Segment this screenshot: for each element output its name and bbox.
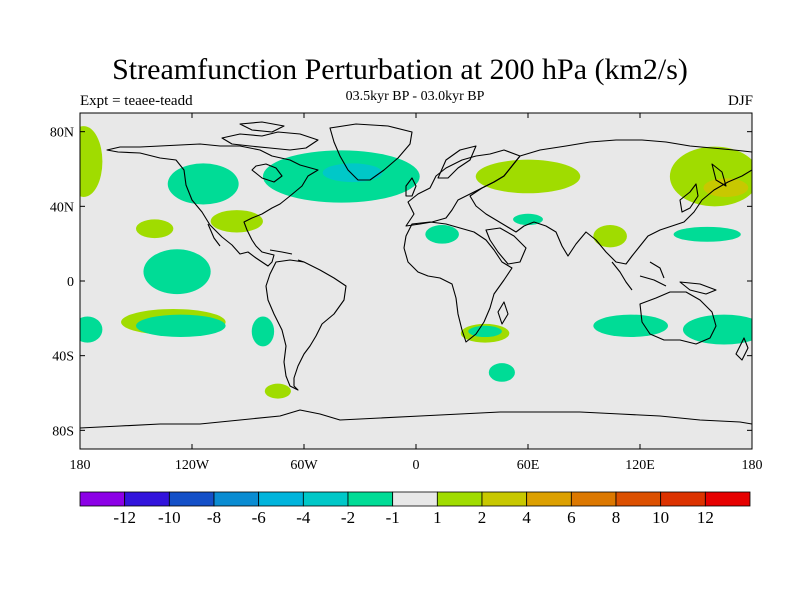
coastline-greenland bbox=[329, 123, 413, 181]
colorbar-label-2: -8 bbox=[207, 508, 221, 527]
coastline-hudson-bay bbox=[251, 163, 283, 183]
contour-region-13 bbox=[143, 249, 211, 295]
coastline-antarctica bbox=[80, 409, 752, 429]
contour-region-11 bbox=[703, 178, 749, 198]
colorbar-box-4 bbox=[258, 491, 304, 507]
map-title: Streamfunction Perturbation at 200 hPa (… bbox=[112, 53, 688, 86]
colorbar-label-7: 1 bbox=[433, 508, 442, 527]
y-tick-label-0: 80N bbox=[50, 126, 74, 141]
coastline-south-america bbox=[265, 259, 347, 391]
colorbar-box-3 bbox=[213, 491, 260, 507]
x-tick-label-3: 0 bbox=[413, 458, 420, 473]
coastline-new-guinea bbox=[679, 281, 717, 295]
coastline-north-america bbox=[106, 143, 319, 267]
colorbar-box-0 bbox=[79, 491, 126, 507]
colorbar-label-10: 6 bbox=[567, 508, 576, 527]
coastline-japan bbox=[679, 183, 699, 213]
axis-ticks: 180 120W 60W 0 60E 120E 180 80N 40N 0 40S 80S bbox=[50, 113, 763, 473]
colorbar-box-8 bbox=[436, 491, 483, 507]
colorbar-box-2 bbox=[168, 491, 215, 507]
coastline-new-zealand bbox=[735, 337, 749, 361]
coastline-australia bbox=[639, 291, 717, 345]
colorbar: -12 -10 -8 -6 -4 -2 -1 1 2 4 6 8 10 12 bbox=[79, 491, 751, 527]
contour-region-0 bbox=[80, 126, 103, 197]
y-tick-label-3: 40S bbox=[52, 350, 74, 365]
colorbar-label-6: -1 bbox=[386, 508, 400, 527]
x-tick-label-1: 120W bbox=[175, 458, 210, 473]
coastline-southeast-asia bbox=[611, 261, 667, 291]
experiment-label: Expt = teaee-teadd bbox=[80, 93, 193, 109]
contour-region-17 bbox=[251, 316, 275, 347]
x-tick-label-0: 180 bbox=[70, 458, 91, 473]
colorbar-box-9 bbox=[481, 491, 528, 507]
colorbar-label-4: -4 bbox=[296, 508, 311, 527]
colorbar-box-6 bbox=[347, 491, 394, 507]
x-tick-label-5: 120E bbox=[625, 458, 655, 473]
contour-region-9 bbox=[593, 225, 627, 248]
contour-region-21 bbox=[488, 363, 515, 382]
coastline-baja bbox=[207, 223, 221, 247]
contour-region-23 bbox=[682, 314, 752, 345]
contour-region-2 bbox=[210, 210, 263, 233]
coastline-uk bbox=[405, 177, 417, 197]
coastline-arabia bbox=[485, 227, 527, 265]
contour-region-20 bbox=[468, 325, 502, 337]
coastline-arctic-islands bbox=[221, 121, 319, 151]
contour-region-3 bbox=[136, 219, 174, 239]
coastline-madagascar bbox=[497, 301, 509, 325]
season-label: DJF bbox=[727, 93, 753, 109]
coastline-africa bbox=[403, 221, 513, 343]
colorbar-label-0: -12 bbox=[113, 508, 136, 527]
contour-region-8 bbox=[425, 225, 459, 244]
x-tick-label-4: 60E bbox=[517, 458, 540, 473]
colorbar-box-5 bbox=[302, 491, 349, 507]
x-tick-label-2: 60W bbox=[290, 458, 318, 473]
contour-region-18 bbox=[264, 383, 291, 399]
colorbar-label-13: 12 bbox=[697, 508, 714, 527]
colorbar-box-10 bbox=[526, 491, 572, 507]
colorbar-label-9: 4 bbox=[522, 508, 531, 527]
contour-region-16 bbox=[80, 316, 103, 343]
colorbar-box-13 bbox=[660, 491, 706, 507]
coastline-kamchatka bbox=[711, 163, 727, 187]
contour-region-12 bbox=[673, 226, 741, 242]
contour-region-6 bbox=[475, 159, 581, 194]
colorbar-label-8: 2 bbox=[478, 508, 487, 527]
coastlines bbox=[80, 121, 752, 429]
coastline-asia bbox=[469, 139, 752, 265]
contour-region-5 bbox=[322, 163, 383, 183]
y-tick-label-1: 40N bbox=[50, 200, 74, 215]
colorbar-box-11 bbox=[570, 491, 617, 507]
period-label: 03.5kyr BP - 03.0kyr BP bbox=[345, 89, 485, 104]
colorbar-box-12 bbox=[615, 491, 662, 507]
x-tick-label-6: 180 bbox=[742, 458, 763, 473]
y-tick-label-2: 0 bbox=[67, 275, 74, 290]
colorbar-label-1: -10 bbox=[158, 508, 181, 527]
colorbar-box-1 bbox=[124, 491, 170, 507]
colorbar-box-14 bbox=[704, 491, 751, 507]
contour-region-1 bbox=[167, 163, 239, 205]
colorbar-label-5: -2 bbox=[341, 508, 355, 527]
coastline-scandinavia bbox=[437, 145, 477, 179]
colorbar-box-7 bbox=[392, 491, 438, 507]
contour-region-15 bbox=[136, 314, 226, 337]
colorbar-label-11: 8 bbox=[612, 508, 621, 527]
colorbar-label-3: -6 bbox=[252, 508, 266, 527]
contour-region-22 bbox=[593, 314, 669, 337]
colorbar-label-12: 10 bbox=[652, 508, 669, 527]
y-tick-label-4: 80S bbox=[52, 424, 74, 439]
